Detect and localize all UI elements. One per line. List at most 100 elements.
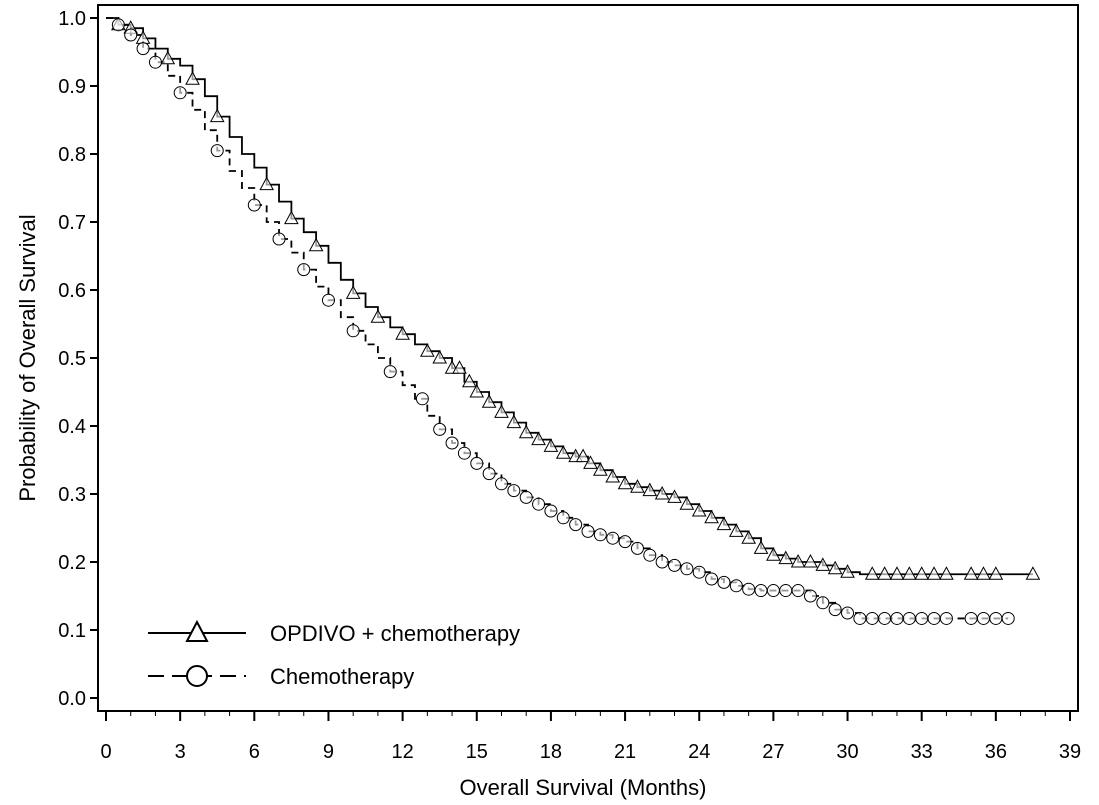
censor-triangle-marker <box>753 540 769 554</box>
censor-triangle-marker <box>864 566 880 580</box>
series-line-chemotherapy <box>106 17 1009 620</box>
censor-triangle-marker <box>419 343 435 357</box>
censor-triangle-marker <box>543 438 559 452</box>
censor-circle-marker <box>457 446 471 460</box>
censor-circle-marker <box>470 456 484 470</box>
censor-triangle-marker <box>988 566 1004 580</box>
censor-circle-marker <box>779 584 793 598</box>
x-axis: 0 3 6 9 12 15 18 21 24 27 30 33 36 39 <box>100 711 1081 763</box>
censor-triangle-marker <box>642 482 658 497</box>
censor-circle-marker <box>630 541 644 555</box>
x-tick-label: 30 <box>836 741 858 763</box>
y-tick-label: 0.5 <box>58 348 86 370</box>
censor-circle-marker <box>445 436 459 450</box>
censor-triangle-marker <box>963 566 979 580</box>
censor-triangle-marker <box>630 479 645 493</box>
censor-triangle-marker <box>679 496 695 510</box>
censor-circle-marker <box>593 528 607 542</box>
censor-triangle-marker <box>667 489 682 503</box>
censor-circle-marker <box>816 596 830 610</box>
censor-circle-marker <box>556 511 570 525</box>
censor-triangle-marker <box>345 285 361 299</box>
censor-circle-marker <box>754 584 768 598</box>
censor-triangle-marker <box>889 566 905 580</box>
censor-triangle-marker <box>766 547 781 561</box>
censor-triangle-marker <box>583 455 598 469</box>
censor-circle-marker <box>878 611 892 625</box>
censor-circle-marker <box>902 611 916 625</box>
y-tick-label: 0.7 <box>58 212 86 234</box>
censor-triangle-marker <box>605 468 621 483</box>
censor-circle-marker <box>828 603 842 617</box>
x-tick-label: 36 <box>985 741 1007 763</box>
censor-circle-marker <box>668 558 682 572</box>
censor-triangle-marker <box>395 326 410 340</box>
censor-triangle-marker <box>469 383 485 398</box>
censor-circle-marker <box>890 611 904 625</box>
y-axis-label: Probability of Overall Survival <box>15 214 40 501</box>
censor-triangle-marker <box>914 566 930 580</box>
censor-circle-marker <box>692 565 706 579</box>
censor-circle-marker <box>173 86 187 100</box>
censor-circle-marker <box>939 611 953 625</box>
censor-circle-marker <box>272 232 286 246</box>
y-tick-label: 0.1 <box>58 620 86 642</box>
censor-triangle-marker <box>531 431 546 446</box>
censor-triangle-marker <box>209 108 225 123</box>
censor-circle-marker <box>297 263 311 277</box>
x-tick-label: 15 <box>466 741 488 763</box>
censor-triangle-marker <box>185 71 200 85</box>
censor-circle-marker <box>655 555 669 569</box>
censor-circle-marker <box>976 611 990 625</box>
censor-triangle-marker <box>575 448 591 463</box>
censor-circle-marker <box>705 572 719 586</box>
y-tick-label: 0.2 <box>58 552 86 574</box>
censor-triangle-marker <box>976 566 991 580</box>
censor-circle-marker <box>618 535 632 549</box>
censor-triangle-marker <box>716 516 732 531</box>
censor-triangle-marker <box>815 557 831 571</box>
censor-triangle-marker <box>939 566 954 580</box>
censor-circle-marker <box>544 504 558 518</box>
x-axis-label: Overall Survival (Months) <box>460 775 707 800</box>
x-tick-label: 33 <box>911 741 933 763</box>
x-tick-label: 21 <box>614 741 636 763</box>
censor-circle-marker <box>964 611 978 625</box>
censor-circle-marker <box>321 293 335 307</box>
censor-triangle-marker <box>506 414 522 429</box>
censor-circle-marker <box>606 531 620 545</box>
censor-triangle-marker <box>877 566 892 580</box>
x-tick-label: 3 <box>175 741 186 763</box>
legend: OPDIVO + chemotherapy Chemotherapy <box>148 619 520 689</box>
censor-triangle-marker <box>790 553 806 568</box>
censor-circle-marker <box>210 144 224 158</box>
censor-circle-marker <box>136 42 150 56</box>
censor-triangle-marker <box>308 237 324 252</box>
censor-circle-marker <box>507 484 521 498</box>
censor-circle-marker <box>717 575 731 589</box>
censor-circle-marker <box>927 611 941 625</box>
censor-circle-marker <box>383 365 397 379</box>
censor-triangle-marker <box>370 309 386 323</box>
censor-circle-marker <box>519 490 533 504</box>
censor-triangle-marker <box>778 550 794 565</box>
x-tick-label: 12 <box>391 741 413 763</box>
censor-triangle-marker <box>617 475 633 490</box>
censor-circle-marker <box>643 548 657 562</box>
y-tick-label: 0.6 <box>58 280 86 302</box>
plot-frame <box>97 4 1079 712</box>
censor-circle-marker <box>803 589 817 603</box>
censor-circle-marker <box>124 28 138 42</box>
censor-circle-marker <box>680 562 694 576</box>
censor-circle-marker <box>569 518 583 532</box>
x-tick-label: 27 <box>762 741 784 763</box>
x-tick-label: 6 <box>249 741 260 763</box>
x-tick-label: 9 <box>323 741 334 763</box>
censor-triangle-marker <box>691 502 707 517</box>
censor-circle-marker <box>581 524 595 538</box>
censor-triangle-marker <box>462 373 477 388</box>
censor-circle-marker <box>915 611 929 625</box>
censor-triangle-marker <box>901 566 917 580</box>
x-tick-label: 39 <box>1059 741 1081 763</box>
censor-triangle-marker <box>481 394 497 408</box>
